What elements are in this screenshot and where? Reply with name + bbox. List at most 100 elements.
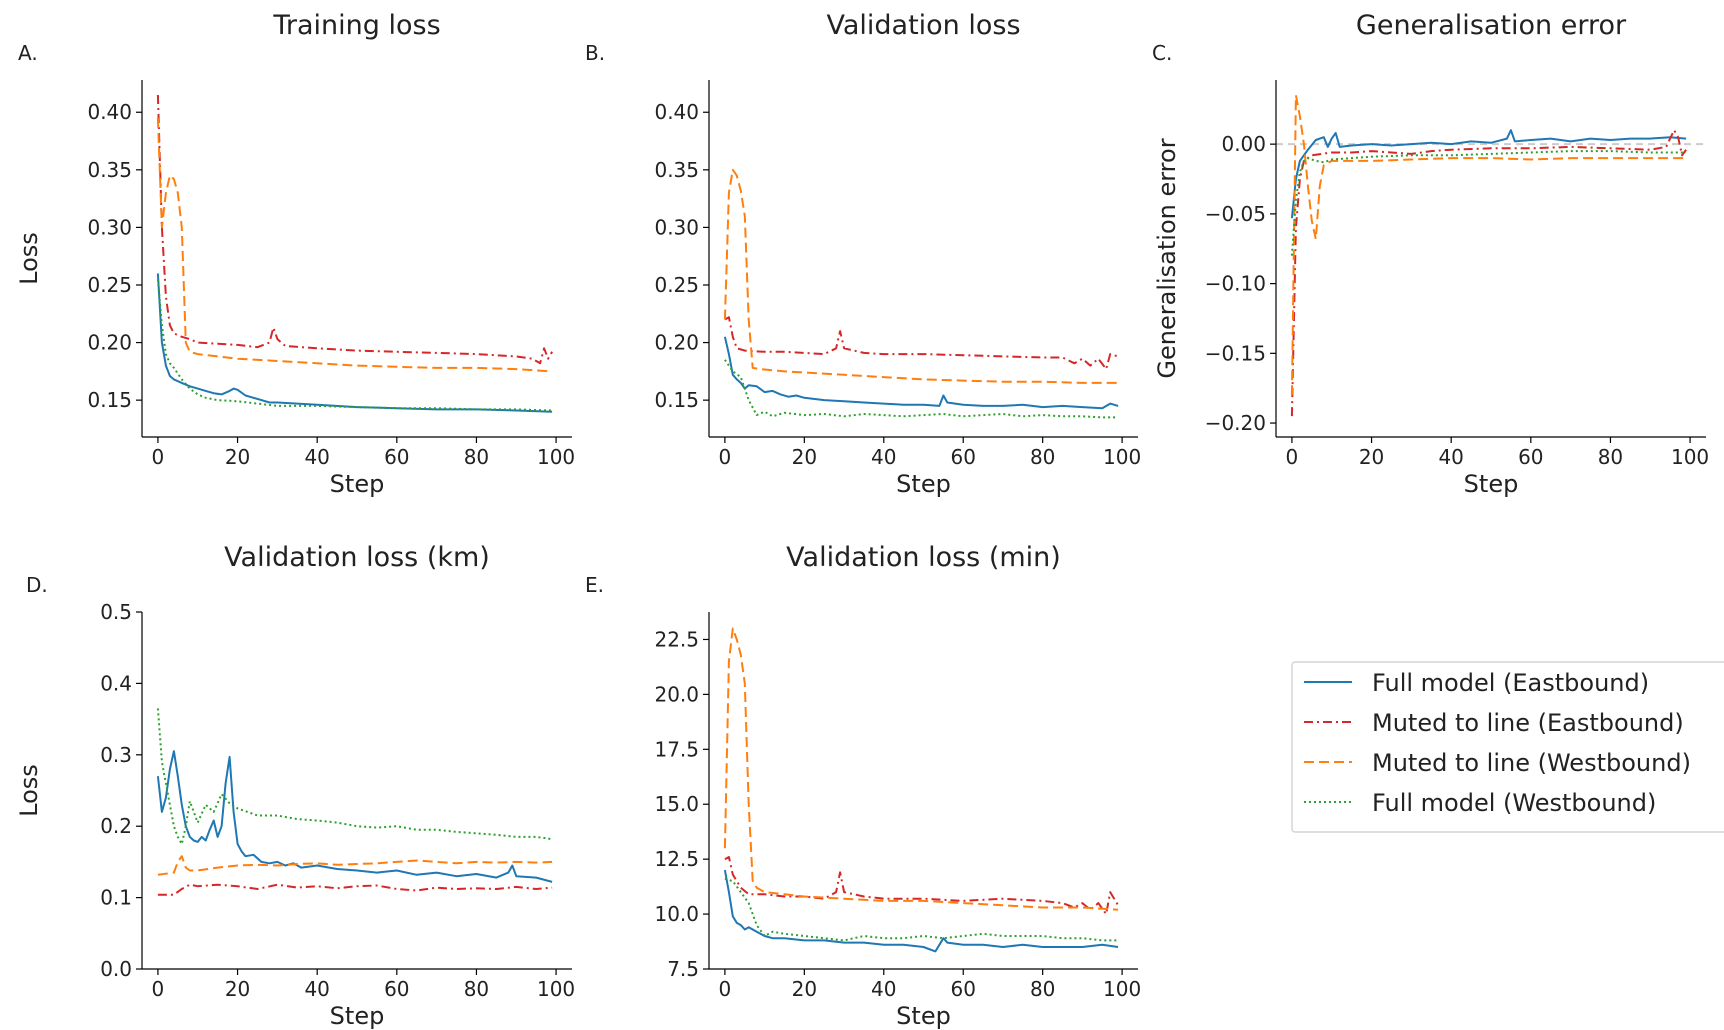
series-line <box>158 751 552 882</box>
y-tick-label: 10.0 <box>654 902 699 926</box>
y-tick-label: 0.0 <box>100 957 132 981</box>
x-axis-label: Step <box>896 470 951 498</box>
series-line <box>158 274 552 412</box>
x-tick-label: 80 <box>1030 977 1055 1001</box>
y-tick-label: 0.40 <box>87 100 132 124</box>
x-tick-label: 40 <box>871 977 896 1001</box>
x-tick-label: 20 <box>1359 445 1384 469</box>
x-tick-label: 100 <box>1103 977 1141 1001</box>
y-tick-label: 15.0 <box>654 792 699 816</box>
x-tick-label: 20 <box>225 445 250 469</box>
x-tick-label: 80 <box>464 445 489 469</box>
y-tick-label: 22.5 <box>654 627 699 651</box>
y-tick-label: 0.20 <box>87 331 132 355</box>
chart-title: Validation loss <box>826 10 1020 41</box>
x-axis-label: Step <box>896 1002 951 1030</box>
x-tick-label: 0 <box>719 977 732 1001</box>
x-tick-label: 20 <box>225 977 250 1001</box>
legend-label: Muted to line (Westbound) <box>1372 749 1691 777</box>
series-line <box>1292 95 1686 395</box>
chart-title: Validation loss (min) <box>786 542 1061 573</box>
x-tick-label: 0 <box>152 977 165 1001</box>
chart-title: Training loss <box>272 10 440 41</box>
chart-panel-2: Validation loss B. 0 20 40 60 80 100 0.15 0.20 0.2… <box>585 10 1141 498</box>
series-line <box>158 118 552 371</box>
x-tick-label: 80 <box>464 977 489 1001</box>
y-tick-label: 0.00 <box>1221 132 1266 156</box>
legend-label: Full model (Eastbound) <box>1372 669 1649 697</box>
y-tick-label: 0.3 <box>100 743 132 767</box>
chart-panel-5: Validation loss (min) E. 0 20 40 60 80 100 7.5 10… <box>585 542 1141 1030</box>
series-line <box>158 885 552 895</box>
y-tick-label: 20.0 <box>654 682 699 706</box>
panel-letter: E. <box>585 573 604 597</box>
y-tick-label: 0.5 <box>100 600 132 624</box>
y-tick-label: 12.5 <box>654 847 699 871</box>
y-tick-label: −0.20 <box>1205 411 1266 435</box>
y-tick-label: 0.25 <box>87 273 132 297</box>
x-tick-label: 80 <box>1030 445 1055 469</box>
chart-panel-4: Validation loss (km) D. 0 20 40 60 80 100 0.0 0.1… <box>15 542 575 1030</box>
x-tick-label: 20 <box>792 445 817 469</box>
x-tick-label: 20 <box>792 977 817 1001</box>
y-tick-label: 7.5 <box>667 957 699 981</box>
x-axis-label: Step <box>330 1002 385 1030</box>
panel-letter: D. <box>26 573 48 597</box>
x-axis-label: Step <box>330 470 385 498</box>
x-tick-label: 60 <box>950 977 975 1001</box>
series-line <box>725 317 1118 369</box>
x-tick-label: 80 <box>1598 445 1623 469</box>
y-tick-label: 0.4 <box>100 671 132 695</box>
x-tick-label: 60 <box>1518 445 1543 469</box>
panel-letter: A. <box>18 41 38 65</box>
x-tick-label: 100 <box>1103 445 1141 469</box>
series-line <box>725 337 1118 408</box>
series-line <box>158 95 552 363</box>
panel-letter: B. <box>585 41 605 65</box>
x-tick-label: 0 <box>152 445 165 469</box>
x-tick-label: 0 <box>1286 445 1299 469</box>
chart-title: Generalisation error <box>1356 10 1627 41</box>
legend-label: Muted to line (Eastbound) <box>1372 709 1684 737</box>
x-tick-label: 0 <box>719 445 732 469</box>
x-tick-label: 40 <box>1438 445 1463 469</box>
y-tick-label: 0.2 <box>100 814 132 838</box>
y-axis-label: Generalisation error <box>1153 138 1181 378</box>
y-tick-label: 0.35 <box>654 158 699 182</box>
series-line <box>158 708 552 844</box>
y-tick-label: −0.10 <box>1205 272 1266 296</box>
legend: Full model (Eastbound) Muted to line (Eas… <box>1292 662 1724 832</box>
panel-letter: C. <box>1152 41 1172 65</box>
y-tick-label: −0.15 <box>1205 341 1266 365</box>
y-tick-label: 0.20 <box>654 331 699 355</box>
series-line <box>1292 130 1686 416</box>
y-tick-label: 0.1 <box>100 886 132 910</box>
x-tick-label: 60 <box>950 445 975 469</box>
y-axis-label: Loss <box>15 764 43 817</box>
series-line <box>725 870 1118 951</box>
chart-panel-3: Generalisation error C. 0 20 40 60 80 100 −0.20 −… <box>1152 10 1709 498</box>
series-line <box>158 856 552 875</box>
chart-title: Validation loss (km) <box>224 542 490 573</box>
y-axis-label: Loss <box>15 232 43 285</box>
x-tick-label: 40 <box>871 445 896 469</box>
x-tick-label: 60 <box>384 445 409 469</box>
x-tick-label: 60 <box>384 977 409 1001</box>
chart-panel-1: Training loss A. 0 20 40 60 80 100 0.15 0.20 0.25 0… <box>15 10 575 498</box>
x-tick-label: 100 <box>1671 445 1709 469</box>
x-axis-label: Step <box>1464 470 1519 498</box>
y-tick-label: 0.40 <box>654 100 699 124</box>
x-tick-label: 100 <box>537 445 575 469</box>
y-tick-label: 0.30 <box>654 215 699 239</box>
y-tick-label: 0.25 <box>654 273 699 297</box>
y-tick-label: 0.30 <box>87 215 132 239</box>
series-line <box>1292 151 1686 256</box>
legend-label: Full model (Westbound) <box>1372 789 1656 817</box>
y-tick-label: 0.15 <box>654 388 699 412</box>
series-line <box>725 879 1118 941</box>
series-line <box>725 629 1118 910</box>
y-tick-label: 17.5 <box>654 737 699 761</box>
y-tick-label: 0.15 <box>87 388 132 412</box>
figure: Training lossA.0 20 40 60 80 1000.150.200.250… <box>0 0 1724 1030</box>
